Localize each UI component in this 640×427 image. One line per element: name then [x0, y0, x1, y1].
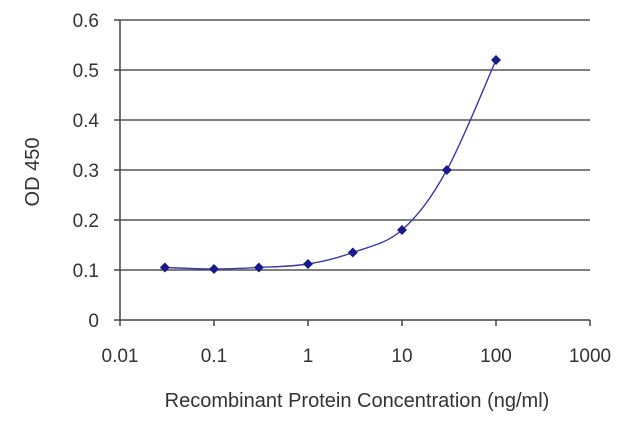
y-tick-label: 0.2 [73, 211, 99, 232]
data-point [347, 247, 358, 258]
y-tick-labels: 0 0.1 0.2 0.3 0.4 0.5 0.6 [73, 11, 100, 332]
data-point [303, 259, 313, 269]
y-tick-label: 0.5 [73, 61, 99, 82]
axes [114, 19, 591, 326]
data-point [441, 165, 452, 175]
x-tick-label: 1000 [569, 346, 611, 367]
x-tick-label: 100 [480, 346, 512, 367]
data-point [159, 262, 170, 273]
data-point [253, 262, 264, 273]
y-tick-label: 0.6 [73, 11, 99, 32]
y-tick-label: 0.3 [73, 161, 99, 182]
gridlines [120, 19, 590, 271]
y-axis-title: OD 450 [22, 138, 44, 207]
y-tick-label: 0.1 [73, 261, 99, 282]
data-point [491, 55, 501, 65]
y-tick-label: 0 [88, 311, 99, 332]
x-tick-label: 0.1 [201, 346, 227, 367]
x-tick-labels: 0.01 0.1 1 10 100 1000 [102, 346, 612, 367]
y-tick-label: 0.4 [73, 111, 100, 132]
series [159, 55, 501, 274]
x-axis-title: Recombinant Protein Concentration (ng/ml… [165, 390, 550, 412]
x-tick-label: 1 [303, 346, 314, 367]
x-tick-label: 10 [391, 346, 412, 367]
data-point [397, 225, 407, 235]
series-line [164, 59, 497, 270]
data-point [209, 264, 219, 274]
x-tick-label: 0.01 [102, 346, 139, 367]
